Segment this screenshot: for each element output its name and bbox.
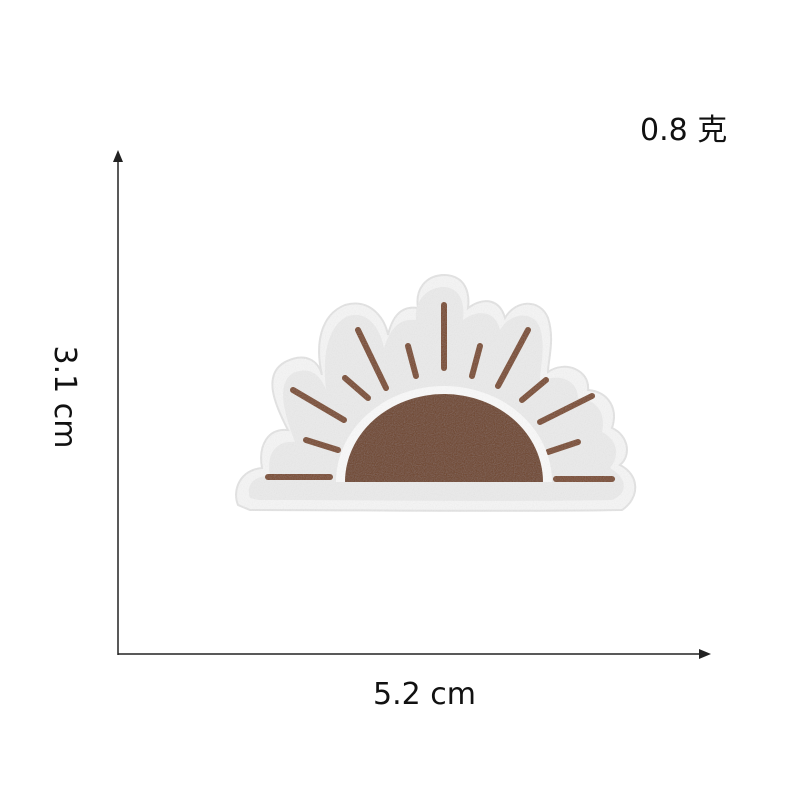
dimension-axes — [113, 150, 711, 659]
horizontal-axis-arrow-icon — [699, 649, 711, 659]
ray — [519, 377, 549, 403]
sun-rays — [265, 302, 615, 482]
ray — [355, 327, 389, 391]
ray — [405, 343, 419, 379]
ray — [290, 387, 347, 423]
sun-patch-image — [235, 273, 637, 512]
weight-label: 0.8 克 — [640, 113, 728, 148]
ray — [495, 327, 531, 389]
width-label: 5.2 cm — [373, 677, 476, 712]
ray — [303, 437, 341, 453]
ray — [469, 343, 483, 379]
vertical-axis-arrow-icon — [113, 150, 123, 162]
sun-half-disc — [345, 394, 543, 482]
ray — [342, 375, 371, 401]
height-label: 3.1 cm — [47, 345, 82, 449]
ray — [545, 439, 581, 455]
ray — [537, 393, 595, 425]
